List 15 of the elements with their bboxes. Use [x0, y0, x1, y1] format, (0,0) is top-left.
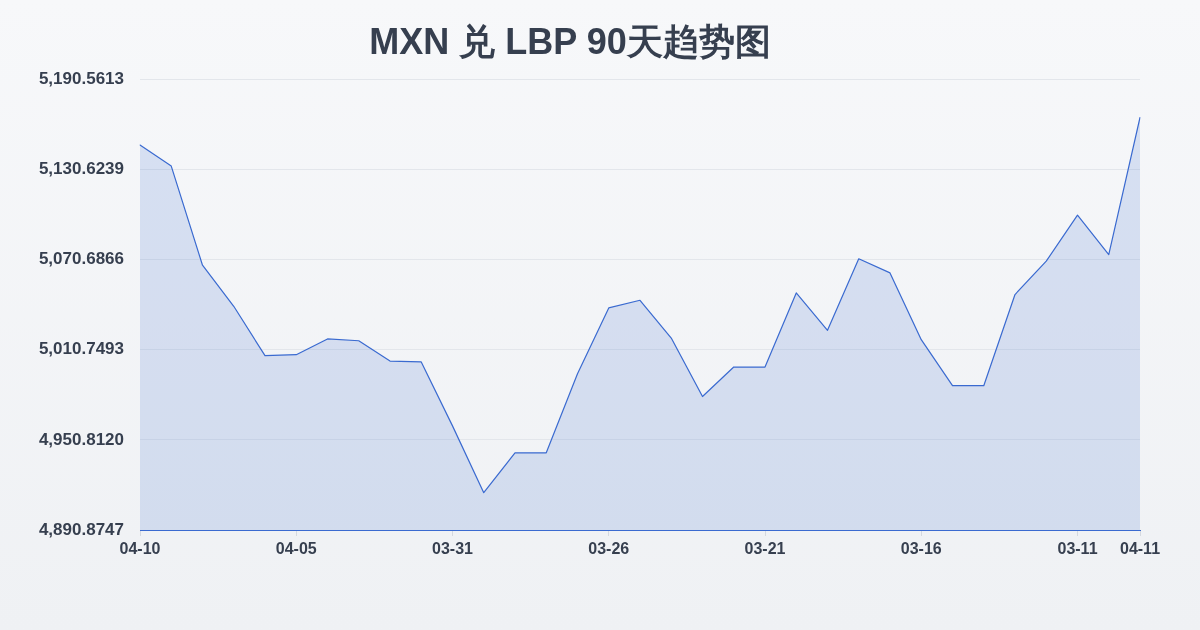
x-tick-label: 03-11	[1057, 540, 1098, 558]
x-tick-label: 03-21	[744, 540, 786, 558]
x-tick-label: 04-10	[119, 540, 161, 558]
y-tick-label: 4,950.8120	[38, 429, 124, 449]
x-tick-label: 04-11	[1119, 540, 1161, 558]
y-tick-label: 4,890.8747	[38, 519, 124, 539]
y-tick-label: 5,010.7493	[38, 339, 124, 359]
y-tick-label: 5,070.6866	[38, 249, 124, 269]
x-tick-label: 04-05	[275, 540, 317, 558]
y-tick-label: 5,130.6239	[38, 159, 124, 179]
x-tick-label: 03-31	[432, 540, 474, 558]
x-tick-label: 03-26	[588, 540, 630, 558]
chart-title: MXN 兑 LBP 90天趋势图	[369, 20, 771, 62]
y-tick-label: 5,190.5613	[38, 68, 124, 88]
x-tick-label: 03-16	[900, 540, 942, 558]
